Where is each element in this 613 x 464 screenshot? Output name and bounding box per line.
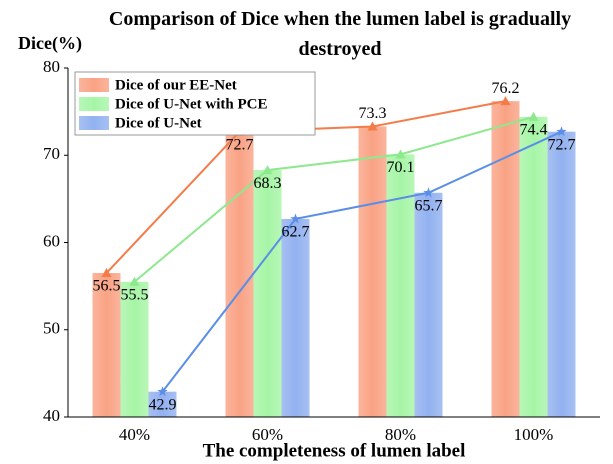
marker: [290, 213, 301, 224]
marker: [528, 111, 539, 121]
y-tick-label: 60: [43, 231, 60, 250]
marker: [157, 386, 168, 397]
bar: [414, 192, 443, 417]
value-label: 55.5: [121, 286, 149, 303]
value-label: 72.7: [226, 136, 254, 153]
bar: [281, 218, 310, 417]
x-tick-label: 40%: [119, 425, 150, 444]
marker: [129, 276, 140, 286]
legend-label: Dice of U-Net with PCE: [115, 96, 267, 112]
y-tick-label: 50: [43, 319, 60, 338]
line: [161, 130, 562, 393]
value-label: 73.3: [359, 105, 387, 122]
value-label: 76.2: [492, 80, 520, 97]
bar: [519, 116, 548, 418]
x-tick-label: 100%: [514, 425, 554, 444]
value-label: 68.3: [254, 175, 282, 192]
y-axis-label: Dice(%): [18, 33, 82, 54]
value-label: 72.7: [548, 136, 576, 153]
marker: [423, 187, 434, 198]
line: [133, 115, 534, 283]
bar: [120, 281, 149, 417]
bar: [148, 391, 177, 417]
marker: [395, 149, 406, 159]
legend-label: Dice of our EE-Net: [115, 77, 237, 93]
legend-swatch: [79, 78, 109, 92]
value-label: 74.4: [520, 122, 548, 139]
x-tick-label: 60%: [252, 425, 283, 444]
marker: [262, 165, 273, 175]
value-label: 62.7: [282, 224, 310, 241]
legend-swatch: [79, 97, 109, 111]
bar: [491, 101, 520, 417]
bar: [547, 131, 576, 417]
marker: [101, 268, 112, 278]
legend-label: Dice of U-Net: [115, 115, 202, 131]
y-tick-label: 80: [43, 57, 60, 76]
legend-box: [74, 71, 316, 136]
bar: [253, 170, 282, 417]
y-tick-label: 70: [43, 144, 60, 163]
value-label: 65.7: [415, 197, 443, 214]
bar: [225, 131, 254, 417]
value-label: 70.1: [387, 159, 415, 176]
bar: [358, 126, 387, 418]
marker: [500, 96, 511, 106]
legend-swatch: [79, 116, 109, 130]
value-label: 42.9: [149, 396, 177, 413]
bar: [386, 154, 415, 417]
marker: [367, 121, 378, 131]
x-tick-label: 80%: [385, 425, 416, 444]
x-axis-label: The completeness of lumen label: [203, 440, 466, 461]
y-tick-label: 40: [43, 406, 60, 425]
chart-title: Comparison of Dice when the lumen label …: [108, 8, 572, 60]
marker: [556, 126, 567, 137]
bar: [92, 273, 121, 417]
value-label: 56.5: [93, 278, 121, 295]
